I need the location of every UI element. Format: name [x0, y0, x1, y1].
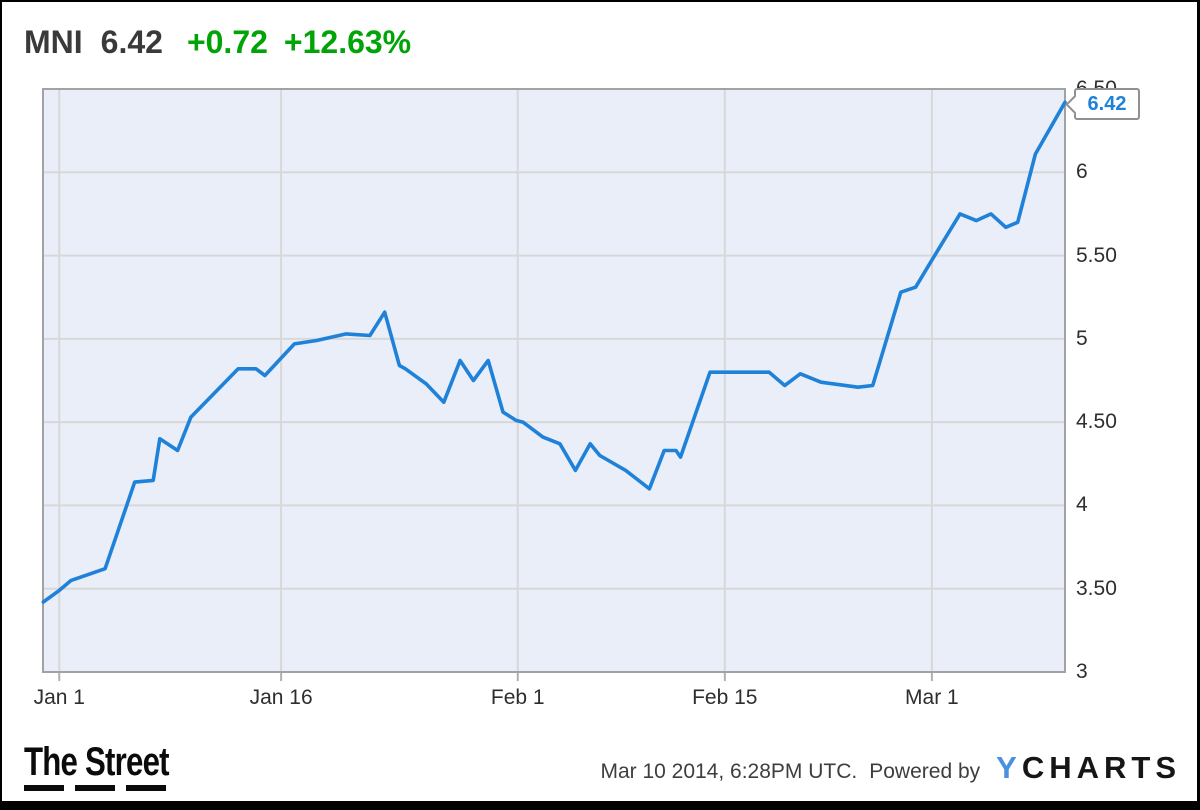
- thestreet-logo-dashes-icon: [24, 785, 210, 791]
- price-change-percent: +12.63%: [283, 24, 412, 60]
- y-tick-label: 3: [1076, 660, 1088, 683]
- timestamp: Mar 10 2014, 6:28PM UTC.: [600, 760, 858, 783]
- footer: The Street Mar 10 2014, 6:28PM UTC. Powe…: [2, 738, 1199, 802]
- y-tick-label: 6: [1076, 160, 1088, 184]
- ycharts-logo-y: Y: [996, 750, 1022, 785]
- ticker-symbol: MNI: [24, 24, 83, 60]
- x-tick-label: Jan 1: [33, 686, 85, 709]
- y-tick-label: 5.50: [1076, 243, 1117, 267]
- callout-label: 6.42: [1087, 93, 1127, 115]
- x-tick-label: Jan 16: [249, 686, 313, 709]
- powered-by-label: Powered by: [869, 760, 981, 783]
- last-price: 6.42: [100, 24, 163, 60]
- y-tick-label: 4.50: [1076, 410, 1117, 434]
- y-tick-label: 4: [1076, 493, 1088, 517]
- x-tick-label: Feb 1: [490, 686, 545, 709]
- attribution: Mar 10 2014, 6:28PM UTC. Powered by YCHA…: [600, 750, 1181, 786]
- ycharts-logo-charts: CHARTS: [1021, 750, 1181, 785]
- ycharts-logo: YCHARTS: [996, 750, 1181, 786]
- thestreet-logo-text: The Street: [24, 740, 170, 784]
- quote-header: MNI 6.42 +0.72 +12.63%: [24, 24, 427, 60]
- y-tick-label: 3.50: [1076, 576, 1117, 600]
- chart-plot-area: [41, 88, 1067, 681]
- thestreet-logo: The Street: [24, 742, 210, 791]
- y-tick-label: 5: [1076, 326, 1088, 350]
- x-tick-label: Mar 1: [905, 686, 959, 709]
- x-tick-label: Feb 15: [692, 686, 758, 709]
- last-price-callout: 6.42: [1065, 88, 1140, 120]
- price-change: +0.72: [186, 24, 268, 60]
